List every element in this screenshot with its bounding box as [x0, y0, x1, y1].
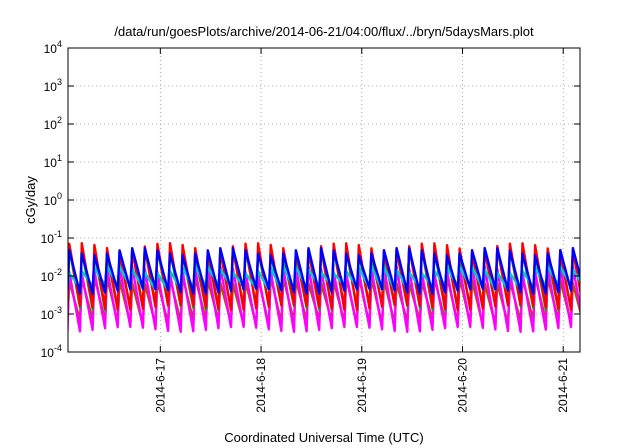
y-tick-label: 10-2 — [41, 267, 62, 284]
y-tick-label: 102 — [44, 115, 62, 132]
x-tick-label: 2014-6-19 — [355, 358, 369, 413]
y-tick-label: 103 — [44, 77, 62, 94]
series-line — [68, 246, 580, 295]
chart-title: /data/run/goesPlots/archive/2014-06-21/0… — [114, 24, 534, 39]
plot-area — [68, 242, 580, 333]
y-axis-label: cGy/day — [23, 176, 38, 224]
x-axis: 2014-6-17 2014-6-18 2014-6-19 2014-6-20 2014… — [153, 48, 570, 413]
x-tick-label: 2014-6-20 — [455, 358, 469, 413]
y-tick-label: 10-1 — [41, 229, 62, 246]
y-tick-label: 10-3 — [41, 305, 62, 322]
x-axis-label: Coordinated Universal Time (UTC) — [224, 430, 423, 445]
series-line — [68, 264, 580, 333]
y-axis: 10-4 10-3 10-2 10-1 100 101 102 103 104 — [41, 39, 580, 360]
x-tick-label: 2014-6-17 — [153, 358, 167, 413]
y-tick-label: 104 — [44, 39, 62, 56]
x-tick-label: 2014-6-21 — [556, 358, 570, 413]
y-tick-label: 101 — [44, 153, 62, 170]
x-tick-label: 2014-6-18 — [254, 358, 268, 413]
y-tick-label: 10-4 — [41, 343, 62, 360]
y-tick-label: 100 — [44, 191, 62, 208]
